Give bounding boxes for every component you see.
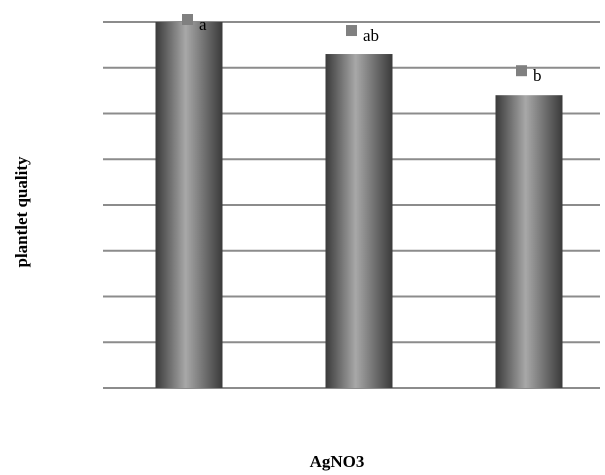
label-marker-3 bbox=[516, 65, 527, 77]
significance-letter-1: a bbox=[199, 15, 207, 34]
label-marker-1 bbox=[182, 14, 193, 25]
bars bbox=[155, 22, 563, 389]
bar-1 bbox=[155, 22, 223, 388]
bar-2 bbox=[325, 54, 393, 389]
significance-labels: a ab b bbox=[182, 14, 542, 85]
label-marker-2 bbox=[346, 25, 357, 37]
significance-letter-3: b bbox=[533, 66, 542, 85]
y-axis-label: plantlet quality bbox=[12, 156, 31, 268]
bar-3 bbox=[495, 95, 563, 388]
significance-letter-2: ab bbox=[363, 26, 379, 45]
x-axis-label: AgNO3 bbox=[309, 452, 365, 471]
